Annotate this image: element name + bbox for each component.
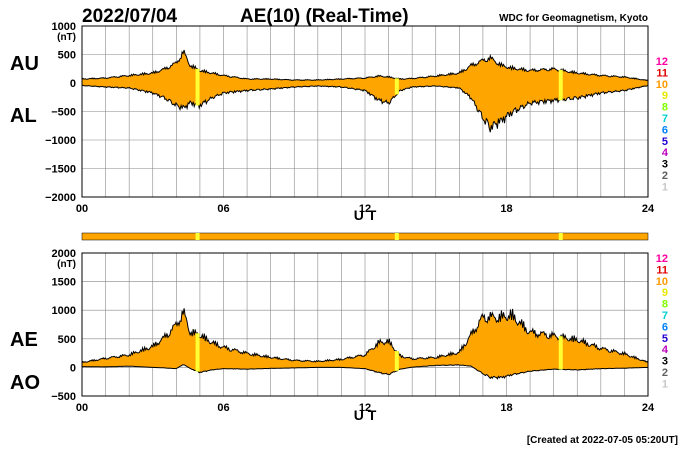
- station-count-label: 12: [656, 253, 668, 265]
- y-tick-label: 0: [70, 78, 76, 90]
- missing-data-band: [394, 78, 399, 95]
- coverage-gap: [195, 233, 200, 240]
- x-tick-label: 18: [500, 203, 512, 215]
- station-count-label: 5: [662, 333, 668, 345]
- y-tick-label: 500: [58, 334, 76, 346]
- station-count-label: 4: [662, 344, 669, 356]
- missing-data-band: [195, 68, 200, 106]
- station-count-label: 7: [662, 113, 668, 125]
- series-label-au: AU: [10, 53, 39, 75]
- series-line-ao: [82, 364, 648, 380]
- x-tick-label: 00: [76, 402, 88, 414]
- coverage-bar-fill: [81, 232, 649, 241]
- station-count-label: 8: [662, 102, 668, 114]
- station-count-label: 6: [662, 321, 668, 333]
- y-units-label: (nT): [57, 259, 76, 270]
- plot-date: 2022/07/04: [82, 6, 178, 27]
- series-line-al: [81, 84, 649, 133]
- x-tick-label: 18: [500, 402, 512, 414]
- missing-data-band: [558, 336, 563, 370]
- grid: [81, 25, 649, 198]
- station-count-label: 12: [656, 56, 668, 68]
- station-count-label: 3: [662, 159, 668, 171]
- y-tick-label: −500: [51, 107, 76, 119]
- x-tick-label: 12: [359, 402, 371, 414]
- y-tick-label: −500: [51, 391, 76, 403]
- y-tick-label: −1000: [45, 135, 76, 147]
- au-al-panel: 1000 500 0 −500 −1000 −1500 −2000 (nT) 00 06 12 18 2…: [10, 21, 655, 223]
- y-tick-label: 0: [70, 362, 76, 374]
- station-count-label: 11: [656, 67, 668, 79]
- grid: [81, 252, 649, 397]
- data-source: WDC for Geomagnetism, Kyoto: [499, 13, 648, 24]
- x-tick-label: 24: [642, 402, 655, 414]
- station-count-label: 8: [662, 299, 668, 311]
- x-tick-label: 12: [359, 203, 371, 215]
- ae-ao-panel: 2000 1500 1000 500 0 −500 (nT) 00 06 12 18 24 U T AE A…: [10, 248, 655, 423]
- x-tick-label: 24: [642, 203, 655, 215]
- x-axis-label: U T: [354, 407, 377, 423]
- station-count-label: 2: [662, 367, 668, 379]
- plot-frame: [81, 25, 649, 198]
- y-tick-label: 1000: [52, 21, 76, 33]
- series-label-al: AL: [10, 105, 37, 127]
- station-count-label: 6: [662, 124, 668, 136]
- station-count-label: 5: [662, 136, 668, 148]
- station-count-label: 7: [662, 310, 668, 322]
- station-count-label: 9: [662, 90, 668, 102]
- index-fill-area: [82, 308, 648, 379]
- station-count-label: 1: [662, 378, 668, 390]
- plot-frame: [81, 252, 649, 397]
- station-count-label: 9: [662, 287, 668, 299]
- series-line-ae: [81, 308, 649, 364]
- x-axis-label: U T: [354, 207, 377, 223]
- plot-title: AE(10) (Real-Time): [240, 6, 409, 27]
- y-tick-label: 1500: [52, 277, 76, 289]
- series-label-ao: AO: [10, 372, 40, 394]
- coverage-gap: [394, 233, 399, 240]
- y-tick-label: 2000: [52, 248, 76, 260]
- data-coverage-bar: [81, 232, 649, 241]
- series-label-ae: AE: [10, 329, 38, 351]
- station-count-label: 11: [656, 264, 668, 276]
- missing-data-band: [558, 69, 563, 101]
- missing-data-band: [195, 333, 200, 372]
- station-count-label: 10: [656, 79, 668, 91]
- station-count-label: 1: [662, 181, 668, 193]
- coverage-gap: [558, 233, 563, 240]
- series-line-au: [81, 49, 649, 82]
- x-tick-label: 06: [217, 203, 229, 215]
- station-count-label: 2: [662, 170, 668, 182]
- missing-data-band: [394, 351, 399, 371]
- station-count-label: 10: [656, 276, 668, 288]
- created-timestamp: [Created at 2022-07-05 05:20UT]: [527, 435, 678, 446]
- y-tick-label: −1500: [45, 164, 76, 176]
- y-tick-label: 500: [58, 50, 76, 62]
- y-units-label: (nT): [57, 32, 76, 43]
- y-tick-label: −2000: [45, 192, 76, 204]
- x-tick-label: 00: [76, 203, 88, 215]
- index-fill-area: [82, 50, 648, 133]
- station-count-label: 4: [662, 147, 669, 159]
- y-tick-label: 1000: [52, 305, 76, 317]
- station-count-label: 3: [662, 356, 668, 368]
- x-tick-label: 06: [217, 402, 229, 414]
